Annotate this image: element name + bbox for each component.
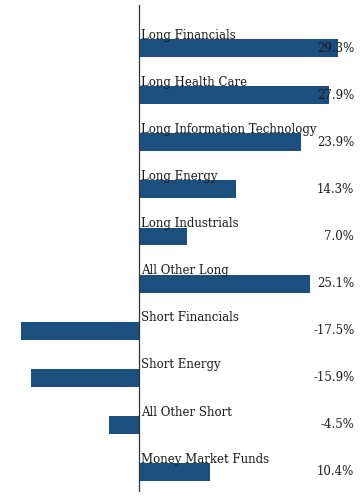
Bar — [139, 275, 310, 293]
Text: All Other Short: All Other Short — [141, 406, 232, 418]
Text: Long Financials: Long Financials — [141, 29, 236, 42]
Bar — [139, 180, 236, 198]
Text: Long Energy: Long Energy — [141, 170, 218, 183]
Text: 27.9%: 27.9% — [317, 89, 354, 102]
Text: -4.5%: -4.5% — [320, 418, 354, 431]
Bar — [31, 369, 139, 387]
Bar — [21, 322, 139, 339]
Text: Money Market Funds: Money Market Funds — [141, 453, 269, 466]
Bar — [139, 228, 187, 246]
Text: Long Health Care: Long Health Care — [141, 76, 247, 89]
Text: 29.3%: 29.3% — [317, 42, 354, 55]
Bar — [139, 86, 329, 104]
Text: Short Financials: Short Financials — [141, 312, 239, 325]
Text: -17.5%: -17.5% — [313, 324, 354, 337]
Bar — [139, 463, 210, 481]
Text: Long Information Technology: Long Information Technology — [141, 123, 317, 136]
Text: 7.0%: 7.0% — [324, 230, 354, 243]
Bar — [109, 416, 139, 434]
Bar — [139, 39, 338, 57]
Bar — [139, 133, 301, 151]
Text: All Other Long: All Other Long — [141, 264, 229, 277]
Text: 10.4%: 10.4% — [317, 465, 354, 478]
Text: Short Energy: Short Energy — [141, 358, 221, 371]
Text: 25.1%: 25.1% — [317, 277, 354, 290]
Text: 23.9%: 23.9% — [317, 136, 354, 149]
Text: -15.9%: -15.9% — [313, 371, 354, 384]
Text: Long Industrials: Long Industrials — [141, 217, 239, 230]
Text: 14.3%: 14.3% — [317, 183, 354, 196]
